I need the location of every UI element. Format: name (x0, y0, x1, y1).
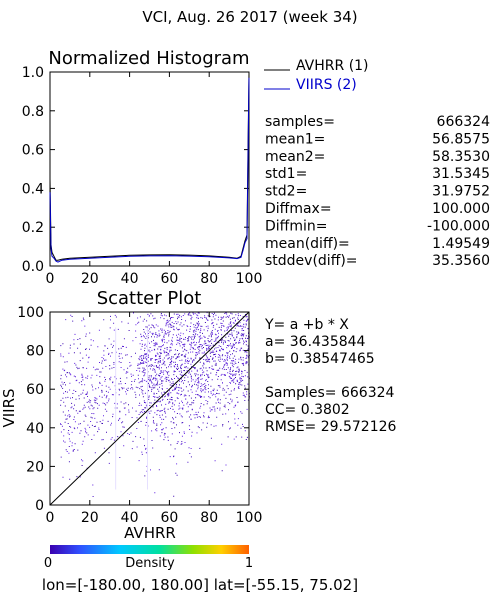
scatter-y-tick-label: 60 (26, 382, 44, 398)
histogram-y-tick-label: 0.2 (22, 220, 44, 236)
histogram-y-tick-label: 0.4 (22, 181, 44, 197)
scatter-annotation: a= 36.435844 (265, 334, 366, 350)
colorbar-title: Density (125, 556, 175, 571)
scatter-annotation: Samples= 666324 (265, 385, 395, 401)
histogram-axes: 0 20 40 60 80 100 0.0 0.2 0.4 0.6 0.8 1.0 (22, 65, 263, 287)
scatter-x-tick-label: 40 (121, 510, 139, 526)
scatter-x-label: AVHRR (124, 524, 176, 542)
scatter-plot-frame (49, 311, 250, 506)
stat-label: Diffmin= (265, 218, 327, 234)
stat-label: std1= (265, 166, 307, 182)
histogram-panel: Normalized Histogram 0 20 40 60 80 1000.00.20… (22, 48, 263, 287)
histogram-y-tick-label: 0.0 (22, 259, 44, 275)
scatter-x-tick-label: 20 (81, 510, 99, 526)
scatter-y-tick-label: 40 (26, 421, 44, 437)
scatter-point-cluster (60, 312, 250, 497)
histogram-y-tick-label: 0.8 (22, 104, 44, 120)
stat-label: Diffmax= (265, 201, 332, 217)
scatter-panel: Scatter Plot 0 20 40 60 80 100 0 20 40 60 80 100 AV… (0, 288, 262, 542)
scatter-y-tick-label: 20 (26, 459, 44, 475)
histogram-series (49, 71, 250, 263)
stat-label: samples= (265, 114, 335, 130)
legend-viirs-label: VIIRS (2) (296, 77, 357, 93)
scatter-y-label: VIIRS (0, 388, 18, 427)
stat-value: 666324 (437, 114, 491, 130)
scatter-annotation: CC= 0.3802 (265, 402, 350, 418)
stat-value: -100.000 (427, 218, 490, 234)
page-title: VCI, Aug. 26 2017 (week 34) (142, 8, 357, 26)
stat-value: 35.3560 (432, 253, 490, 269)
colorbar-max-label: 1 (245, 556, 253, 571)
scatter-x-tick-label: 60 (160, 510, 178, 526)
colorbar-min-label: 0 (44, 556, 52, 571)
stat-label: mean(diff)= (265, 236, 350, 252)
histogram-x-tick-label: 60 (160, 271, 178, 287)
histogram-y-tick-label: 0.6 (22, 143, 44, 159)
scatter-x-tick-label: 80 (200, 510, 218, 526)
stat-label: std2= (265, 184, 307, 200)
histogram-x-tick-label: 0 (46, 271, 55, 287)
scatter-density-points (60, 312, 250, 497)
scatter-annotation: b= 0.38547465 (265, 351, 375, 367)
scatter-y-tick-label: 80 (26, 344, 44, 360)
stat-value: 1.49549 (432, 236, 490, 252)
histogram-x-tick-label: 40 (121, 271, 139, 287)
scatter-annotation: Y= a +b * X (264, 317, 349, 333)
scatter-x-tick-label: 0 (46, 510, 55, 526)
histogram-x-tick-label: 100 (236, 271, 263, 287)
scatter-annotation: RMSE= 29.572126 (265, 419, 397, 435)
stat-label: stddev(diff)= (265, 253, 358, 269)
stat-value: 31.9752 (432, 184, 490, 200)
histogram-x-tick-label: 20 (81, 271, 99, 287)
legend-avhrr-label: AVHRR (1) (296, 58, 369, 74)
histogram-line-avhrr (49, 71, 250, 261)
histogram-legend: AVHRR (1) VIIRS (2) (264, 58, 369, 93)
scatter-axes: 0 20 40 60 80 100 0 20 40 60 80 100 (17, 305, 262, 526)
scatter-point-cluster (60, 312, 250, 478)
stat-value: 31.5345 (432, 166, 490, 182)
histogram-x-tick-label: 80 (200, 271, 218, 287)
histogram-statistics: samples= 666324 mean1= 56.8575 mean2= 58.3530… (265, 114, 490, 269)
histogram-line-viirs (49, 77, 250, 263)
density-colorbar: 0 Density 1 (44, 545, 253, 571)
histogram-plot-frame (49, 71, 250, 267)
footer-coordinates: lon=[-180.00, 180.00] lat=[-55.15, 75.02… (42, 576, 358, 594)
scatter-title: Scatter Plot (97, 288, 202, 309)
histogram-y-tick-label: 1.0 (22, 65, 44, 81)
scatter-x-tick-label: 100 (236, 510, 263, 526)
stat-value: 100.000 (432, 201, 490, 217)
histogram-title: Normalized Histogram (48, 48, 249, 69)
stat-value: 56.8575 (432, 131, 490, 147)
stat-label: mean1= (265, 131, 325, 147)
scatter-y-tick-label: 100 (17, 305, 44, 321)
colorbar-gradient (50, 545, 249, 554)
stat-value: 58.3530 (432, 149, 490, 165)
one-to-one-line (49, 311, 250, 506)
scatter-point-cluster (60, 312, 249, 471)
scatter-y-tick-label: 0 (35, 498, 44, 514)
stat-label: mean2= (265, 149, 325, 165)
